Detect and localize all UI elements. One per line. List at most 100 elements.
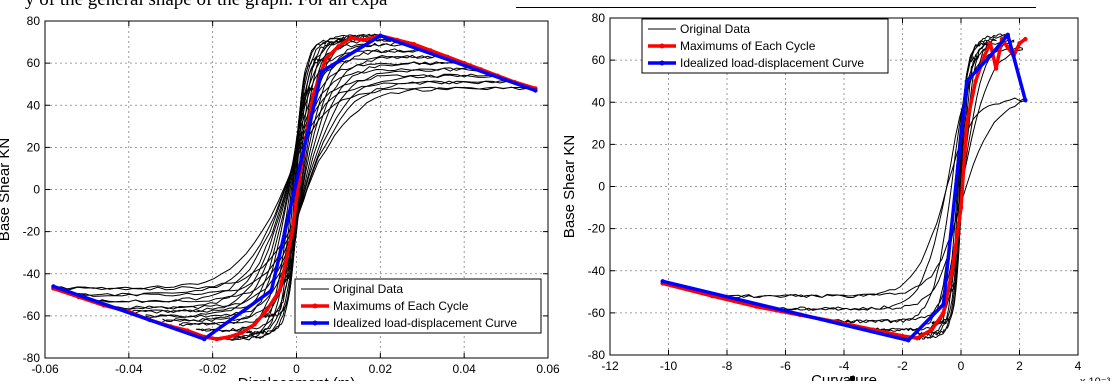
right-point	[950, 268, 955, 273]
right-xtick-label: -2	[897, 359, 908, 373]
left-ytick-label: -80	[23, 351, 41, 365]
right-point	[964, 78, 970, 84]
right-legend-marker	[659, 43, 665, 49]
left-point	[336, 44, 341, 49]
left-xtick-label: 0.02	[369, 362, 393, 376]
right-point	[988, 53, 993, 59]
left-xtick-label: -0.06	[31, 362, 59, 376]
right-original-loop-3	[902, 37, 997, 341]
left-xtick-label: 0	[293, 362, 300, 376]
left-point	[51, 284, 56, 289]
left-ytick-label: 0	[33, 183, 40, 197]
right-original-loop-4	[872, 33, 1006, 332]
right-point	[958, 205, 964, 210]
right-ytick-label: -80	[588, 348, 606, 362]
left-legend-entry: Idealized load-displacement Curve	[333, 316, 517, 330]
right-point	[914, 335, 920, 341]
right-chart: -12 -10 -8 -6 -4 -2 0 2 4-80-60-40-20020406080Cu…	[561, 11, 1111, 386]
right-ylabel: Base Shear KN	[561, 135, 578, 238]
left-point	[290, 229, 295, 234]
left-ytick-label: 40	[27, 98, 41, 112]
right-point	[1005, 45, 1010, 50]
right-legend-entry: Idealized load-displacement Curve	[680, 56, 864, 70]
left-legend-marker	[312, 320, 318, 326]
stray-mark	[850, 376, 855, 381]
left-ytick-label: -20	[23, 225, 41, 239]
right-point	[941, 310, 946, 316]
right-point	[929, 327, 934, 332]
right-original-loop-7	[712, 97, 1026, 299]
right-xlabel: Curvature	[811, 372, 877, 381]
left-xtick-label: -0.02	[199, 362, 227, 376]
left-ytick-label: 80	[27, 14, 41, 28]
left-point	[323, 56, 329, 62]
right-point	[982, 53, 987, 59]
right-point	[993, 66, 999, 71]
right-xtick-label: -10	[660, 359, 678, 373]
right-point	[1017, 41, 1022, 46]
left-legend-entry: Original Data	[333, 282, 403, 296]
right-figure: -12 -10 -8 -6 -4 -2 0 2 4 -80 -60 -40 -20 0 20 40 60 80 Cu…	[516, 0, 1114, 386]
left-xtick-label: -0.04	[115, 362, 143, 376]
left-legend-box	[294, 278, 542, 334]
right-xtick-label: -4	[839, 359, 850, 373]
left-chart: -0.06 -0.04 -0.02 0 0.02 0.04 0.06 -80 -60 -40 -20…	[0, 14, 560, 386]
left-point	[277, 288, 282, 293]
right-ytick-label: 20	[592, 137, 606, 151]
left-figure: -0.06 -0.04 -0.02 0 0.02 0.04 0.06 -80 -60 -40 -20…	[0, 0, 560, 386]
right-xtick-label: 2	[1016, 359, 1023, 373]
right-original-loop-2	[916, 41, 988, 337]
right-ytick-label: -60	[588, 306, 606, 320]
caption-rule	[516, 7, 1036, 8]
left-ytick-label: 60	[27, 56, 41, 70]
caption-fragment: y of the general shape of the graph. For…	[25, 0, 387, 11]
left-ytick-label: -60	[23, 309, 41, 323]
left-ytick-label: -40	[23, 267, 41, 281]
right-point	[988, 41, 993, 46]
right-xtick-label: 0	[958, 359, 965, 373]
left-point	[533, 88, 538, 93]
right-point	[941, 302, 946, 307]
right-ytick-label: 0	[598, 180, 605, 194]
right-original-loop-1	[931, 54, 980, 326]
right-original-loop-6	[770, 46, 1023, 311]
left-legend-entry: Maximums of Each Cycle	[333, 299, 469, 313]
left-point	[202, 336, 207, 342]
left-point	[269, 288, 274, 293]
left-point	[252, 322, 257, 327]
right-point	[964, 121, 970, 126]
right-point	[1023, 36, 1028, 42]
left-point	[411, 41, 417, 47]
right-point	[973, 78, 978, 84]
right-exponent-label: x 10⁻³	[1080, 376, 1111, 381]
left-point	[319, 69, 324, 74]
left-legend-marker	[312, 303, 318, 309]
right-ytick-label: 40	[592, 95, 606, 109]
right-point	[1005, 32, 1010, 38]
left-point	[214, 336, 220, 342]
left-point	[361, 37, 366, 43]
right-legend-box	[641, 18, 889, 74]
left-xlabel: Displacement (m)	[238, 375, 356, 381]
right-point	[660, 279, 665, 284]
left-ytick-label: 20	[27, 140, 41, 154]
right-original-loop-5	[829, 39, 1015, 324]
left-series-idealized	[52, 33, 536, 341]
left-xtick-label: 0.06	[536, 362, 560, 376]
right-legend-marker	[659, 60, 665, 66]
right-ytick-label: -40	[588, 264, 606, 278]
right-xtick-label: 4	[1075, 359, 1082, 373]
left-xtick-label: 0.04	[452, 362, 476, 376]
right-point	[906, 338, 911, 343]
right-xtick-label: -12	[601, 359, 619, 373]
right-xtick-label: -8	[722, 359, 733, 373]
left-point	[348, 35, 354, 41]
left-point	[239, 330, 245, 335]
left-point	[378, 33, 383, 38]
right-ytick-label: 80	[592, 11, 606, 25]
right-ytick-label: -20	[588, 222, 606, 236]
right-point	[1023, 97, 1028, 103]
right-ytick-label: 60	[592, 53, 606, 67]
left-point	[227, 334, 232, 340]
left-point	[264, 307, 270, 312]
